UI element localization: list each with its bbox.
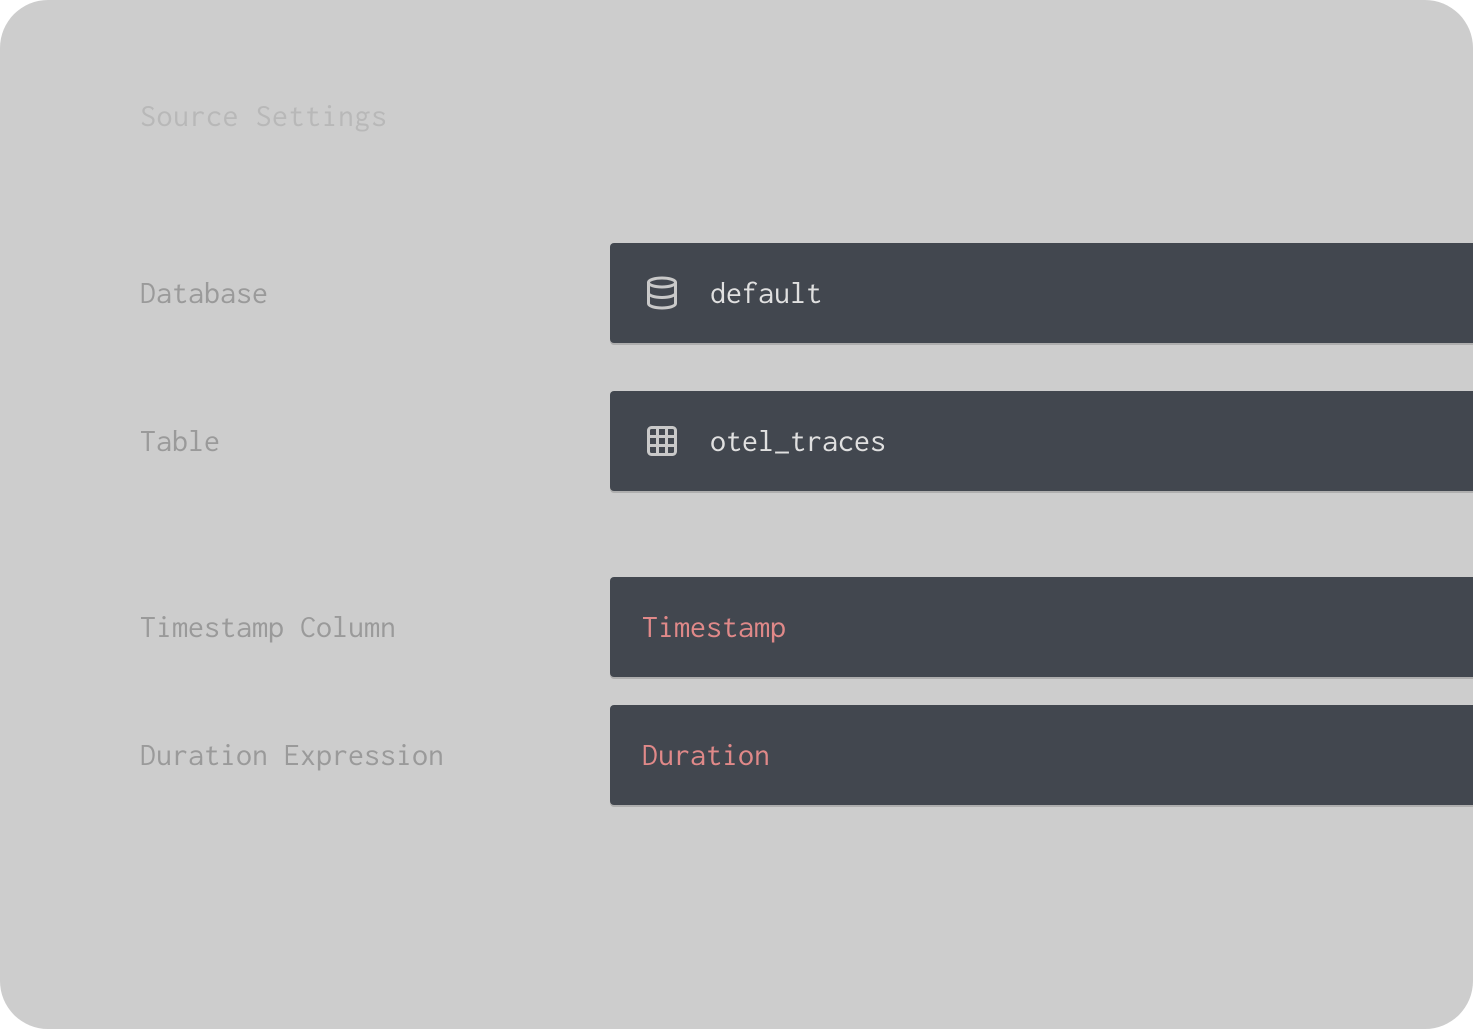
timestamp-column-input[interactable]: Timestamp [610, 577, 1473, 677]
form-rows: Database default Table [140, 243, 1473, 833]
timestamp-column-value: Timestamp [642, 611, 786, 644]
duration-expression-value: Duration [642, 739, 770, 772]
timestamp-column-label: Timestamp Column [140, 611, 610, 644]
database-value: default [710, 277, 822, 310]
table-input[interactable]: otel_traces [610, 391, 1473, 491]
duration-expression-label: Duration Expression [140, 739, 610, 772]
database-row: Database default [140, 243, 1473, 343]
database-label: Database [140, 277, 610, 310]
table-icon [642, 421, 682, 461]
table-label: Table [140, 425, 610, 458]
table-row: Table otel_traces [140, 391, 1473, 491]
timestamp-column-row: Timestamp Column Timestamp [140, 577, 1473, 677]
table-value: otel_traces [710, 425, 886, 458]
duration-expression-row: Duration Expression Duration [140, 705, 1473, 805]
database-icon [642, 273, 682, 313]
source-settings-panel: Source Settings Database default Table [0, 0, 1473, 1029]
duration-expression-input[interactable]: Duration [610, 705, 1473, 805]
panel-title: Source Settings [140, 100, 1473, 133]
section-gap [140, 539, 1473, 577]
database-input[interactable]: default [610, 243, 1473, 343]
